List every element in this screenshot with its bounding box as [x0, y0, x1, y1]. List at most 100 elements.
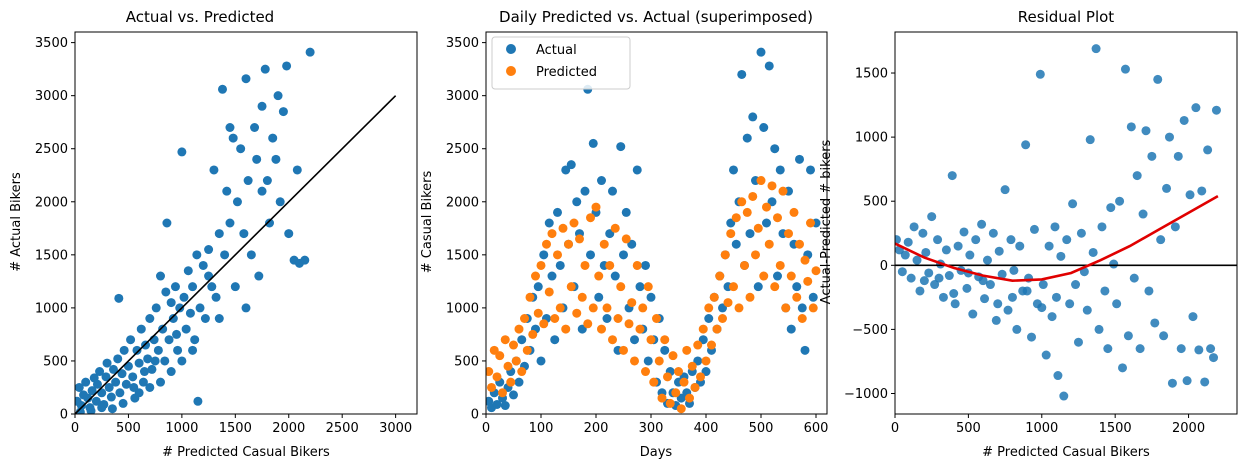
chart2-point-predicted — [641, 367, 650, 377]
chart2-ylabel: # Casual Bikers — [420, 171, 435, 274]
chart3-point — [927, 212, 937, 222]
chart2-point-predicted — [544, 287, 554, 297]
chart1-point — [108, 364, 118, 374]
chart3-point — [1170, 222, 1180, 232]
chart1-point — [209, 165, 219, 175]
chart2-legend-box — [491, 36, 631, 90]
chart1-ytick-label: 3000 — [35, 89, 68, 104]
chart2-point-predicted — [599, 239, 609, 249]
chart1-point — [106, 392, 116, 402]
chart3-point — [934, 273, 944, 283]
chart2-point-predicted — [564, 239, 573, 249]
chart3-point — [988, 228, 998, 238]
chart3-point — [1076, 228, 1086, 238]
chart1-point — [160, 356, 170, 366]
chart2-point-predicted — [588, 303, 598, 313]
chart3-ytick-label: 500 — [863, 195, 888, 210]
chart1-xtick-label: 1500 — [219, 421, 252, 436]
chart1-point — [114, 293, 124, 303]
chart2-point-predicted — [704, 303, 714, 313]
chart1-point — [111, 377, 121, 387]
chart2-point-predicted — [632, 260, 642, 270]
chart2-point-actual — [536, 356, 546, 366]
chart3-point — [950, 299, 960, 309]
chart3-point — [1007, 292, 1017, 302]
chart3-point — [1182, 376, 1192, 386]
chart3-point — [1123, 331, 1133, 341]
chart1-point — [232, 197, 242, 207]
chart3-point — [1164, 132, 1174, 142]
chart1-point — [86, 406, 96, 414]
chart2-point-predicted — [487, 382, 496, 392]
chart3-point — [918, 228, 928, 238]
chart2-point-actual — [729, 165, 738, 175]
chart2-point-predicted — [486, 367, 494, 377]
chart1-point — [102, 358, 112, 368]
chart2-point-predicted — [806, 218, 815, 228]
chart1-point — [271, 154, 281, 164]
chart2-point-predicted — [753, 223, 763, 233]
chart3-point — [1150, 318, 1160, 328]
chart2-point-predicted — [583, 319, 593, 329]
chart2-legend-marker — [506, 66, 516, 76]
chart3-point — [1091, 44, 1101, 54]
chart2-point-predicted — [687, 361, 697, 371]
chart3-point — [1006, 235, 1016, 245]
chart2-point-predicted — [781, 303, 791, 313]
chart2-point-predicted — [577, 292, 587, 302]
chart2-point-actual — [514, 377, 524, 387]
chart1-point — [241, 303, 251, 313]
chart2-point-predicted — [619, 345, 628, 355]
chart2-point-predicted — [492, 372, 502, 382]
chart2-point-predicted — [715, 271, 725, 281]
chart3-point — [1003, 305, 1013, 315]
chart1-point — [121, 379, 131, 389]
chart1-point — [188, 345, 198, 355]
chart2-point-actual — [616, 142, 626, 152]
chart2-point-predicted — [784, 229, 793, 239]
chart1-point — [118, 398, 128, 408]
chart1-point — [230, 282, 240, 292]
chart1-point — [241, 74, 251, 84]
chart2-point-predicted — [737, 197, 747, 207]
chart2-point-predicted — [671, 388, 681, 398]
chart2-point-predicted — [778, 186, 788, 196]
chart2-point-actual — [517, 335, 527, 345]
chart2-point-actual — [737, 69, 747, 79]
chart3-point — [1209, 353, 1219, 363]
chart1-point — [243, 176, 253, 186]
chart1-point — [177, 147, 187, 157]
chart1-point — [192, 250, 202, 260]
chart2-legend-label: Actual — [536, 43, 577, 58]
chart2-xtick-label: 300 — [639, 421, 664, 436]
chart3-point — [1097, 222, 1107, 232]
chart2-point-actual — [775, 165, 785, 175]
chart3-point — [897, 267, 907, 277]
chart2-point-actual — [602, 314, 612, 323]
chart2-point-predicted — [536, 260, 546, 270]
chart1-point — [151, 303, 161, 313]
chart3-point — [1065, 299, 1075, 309]
chart2-ytick-label: 3000 — [446, 89, 479, 104]
chart3-point — [953, 241, 963, 251]
chart2-point-predicted — [792, 292, 802, 302]
chart2-ytick-label: 1000 — [446, 301, 479, 316]
chart2-point-predicted — [646, 335, 656, 345]
chart2-point-predicted — [767, 181, 777, 191]
chart1-ytick-label: 2000 — [35, 195, 68, 210]
chart2-point-actual — [808, 292, 818, 302]
chart3-xtick-label: 500 — [956, 421, 981, 436]
chart-residual-plot: Residual Plot # Predicted Casual Bikers … — [819, 8, 1238, 460]
chart2-title: Daily Predicted vs. Actual (superimposed… — [499, 8, 813, 26]
chart2-point-predicted — [657, 393, 667, 403]
chart2-xlabel: Days — [640, 445, 673, 460]
chart3-point — [1109, 259, 1119, 269]
chart1-point — [211, 292, 221, 302]
chart2-point-predicted — [690, 382, 700, 392]
chart2-point-actual — [748, 112, 758, 122]
chart1-point — [217, 84, 227, 94]
chart1-point — [254, 271, 264, 281]
chart1-reference-line — [75, 95, 397, 414]
chart2-point-predicted — [517, 367, 527, 377]
